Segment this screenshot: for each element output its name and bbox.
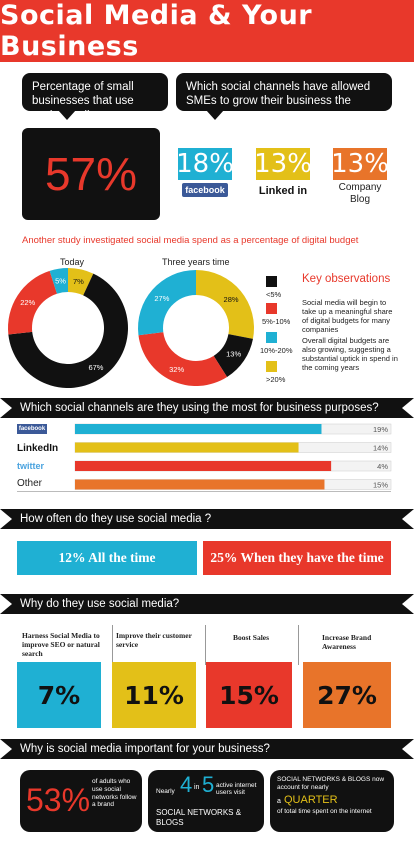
reason-text-service: Improve their customer service bbox=[116, 631, 192, 649]
donut2-label-0: 13% bbox=[226, 350, 241, 359]
small-business-question: Percentage of small businesses that use … bbox=[22, 73, 168, 122]
donut2-label-2: 27% bbox=[154, 294, 169, 303]
active-users-5: 5 bbox=[202, 772, 215, 797]
donut1-label-0: 67% bbox=[88, 363, 103, 372]
donut1-label-3: 7% bbox=[73, 277, 84, 286]
key-observations-title: Key observations bbox=[302, 273, 391, 285]
reason-divider-3 bbox=[298, 625, 299, 665]
legend-label-gt20: >20% bbox=[266, 375, 286, 384]
ribbon-frequency: How often do they use social media ? bbox=[0, 509, 414, 529]
time-spent-a: a bbox=[277, 798, 281, 805]
reason-divider-1 bbox=[112, 625, 113, 665]
page-title: Social Media & Your Business bbox=[0, 0, 414, 62]
time-spent-text-2: of total time spent on the internet bbox=[277, 808, 372, 815]
donut1-slice-0 bbox=[8, 273, 129, 388]
company-blog-label: Company Blog bbox=[338, 182, 382, 205]
importance-time-spent: SOCIAL NETWORKS & BLOGS now account for … bbox=[270, 770, 394, 832]
donut-title-three-years: Three years time bbox=[162, 257, 230, 267]
active-users-tail: SOCIAL NETWORKS & BLOGS bbox=[156, 808, 242, 827]
bar-label-linkedin: LinkedIn bbox=[17, 443, 59, 454]
channels-question: Which social channels have allowed SMEs … bbox=[176, 73, 392, 122]
reason-stat-seo: 7% bbox=[17, 662, 101, 728]
small-business-stat: 57% bbox=[22, 128, 160, 220]
ribbon-usage: Which social channels are they using the… bbox=[0, 398, 414, 418]
donut1-label-1: 22% bbox=[20, 298, 35, 307]
time-spent-quarter: QUARTER bbox=[284, 794, 338, 806]
usage-bar-chart: 19% 14% 4% 15% bbox=[74, 423, 392, 490]
ribbon-important: Why is social media important for your b… bbox=[0, 739, 414, 759]
donut2-slice-0 bbox=[213, 334, 253, 377]
facebook-stat: 18% bbox=[176, 148, 234, 180]
legend-label-lt5: <5% bbox=[266, 290, 282, 299]
reason-text-sales: Boost Sales bbox=[233, 633, 270, 642]
donut2-label-1: 32% bbox=[169, 365, 184, 374]
frequency-all-the-time: 12% All the time bbox=[17, 541, 197, 575]
bar-label-other: Other bbox=[17, 478, 43, 489]
donut1-slice-2 bbox=[49, 268, 68, 294]
donut2-slice-3 bbox=[196, 270, 254, 339]
key-observation-1: Social media will begin to take up a mea… bbox=[302, 298, 393, 334]
legend-swatch-gt20 bbox=[266, 361, 277, 372]
bar-value-facebook: 19% bbox=[373, 425, 388, 434]
active-users-text: active internet users visit bbox=[216, 782, 257, 797]
bar-value-linkedin: 14% bbox=[373, 444, 388, 453]
bar-label-twitter: twitter bbox=[17, 461, 44, 471]
follow-brand-stat: 53% bbox=[26, 782, 91, 818]
donut2-slice-1 bbox=[138, 332, 228, 386]
bar-facebook bbox=[75, 424, 322, 434]
bar-value-twitter: 4% bbox=[377, 462, 388, 471]
reason-divider-2 bbox=[205, 625, 206, 665]
active-users-prefix: Nearly bbox=[156, 788, 175, 795]
bar-label-facebook: facebook bbox=[17, 424, 47, 434]
legend-swatch-5-10 bbox=[266, 303, 277, 314]
donut1-label-2: 5% bbox=[55, 277, 66, 286]
bar-linkedin bbox=[75, 442, 299, 453]
importance-follow-brand: 53% of adults who use social networks fo… bbox=[20, 770, 142, 832]
reason-text-brand: Increase Brand Awareness bbox=[322, 633, 372, 651]
importance-active-users: Nearly 4 in 5 active internet users visi… bbox=[148, 770, 264, 832]
reason-stat-service: 11% bbox=[112, 662, 196, 728]
legend-label-10-20: 10%-20% bbox=[260, 346, 293, 355]
bar-value-other: 15% bbox=[373, 481, 388, 490]
donut-charts: 7% 67% 22% 5% 28% 13% 32% 27% bbox=[8, 268, 254, 388]
active-users-4: 4 bbox=[180, 772, 193, 797]
legend-swatch-lt5 bbox=[266, 276, 277, 287]
legend-swatch-10-20 bbox=[266, 332, 277, 343]
donut1-slice-1 bbox=[8, 270, 57, 335]
company-blog-stat: 13% bbox=[331, 148, 389, 180]
frequency-when-have-time: 25% When they have the time bbox=[203, 541, 391, 575]
bars-divider bbox=[17, 491, 391, 492]
spend-heading: Another study investigated social media … bbox=[22, 235, 359, 246]
bar-other bbox=[75, 479, 325, 490]
reason-text-seo: Harness Social Media to improve SEO or n… bbox=[22, 631, 100, 658]
bar-twitter bbox=[75, 461, 332, 471]
ribbon-why: Why do they use social media? bbox=[0, 594, 414, 614]
donut2-label-3: 28% bbox=[224, 295, 239, 304]
time-spent-text-1: SOCIAL NETWORKS & BLOGS now account for … bbox=[277, 776, 385, 792]
donut2-slice-2 bbox=[138, 270, 196, 336]
legend-label-5-10: 5%-10% bbox=[262, 317, 291, 326]
active-users-in: in bbox=[194, 784, 200, 791]
follow-brand-text: of adults who use social networks follow… bbox=[92, 778, 137, 809]
reason-stat-sales: 15% bbox=[206, 662, 292, 728]
donut-title-today: Today bbox=[60, 257, 85, 267]
reason-stat-brand: 27% bbox=[303, 662, 391, 728]
donut1-slice-3 bbox=[68, 268, 94, 296]
linkedin-logo: Linked in bbox=[258, 185, 308, 197]
facebook-logo: facebook bbox=[182, 183, 228, 197]
linkedin-stat: 13% bbox=[254, 148, 312, 180]
key-observation-2: Overall digital budgets are also growing… bbox=[302, 336, 398, 372]
